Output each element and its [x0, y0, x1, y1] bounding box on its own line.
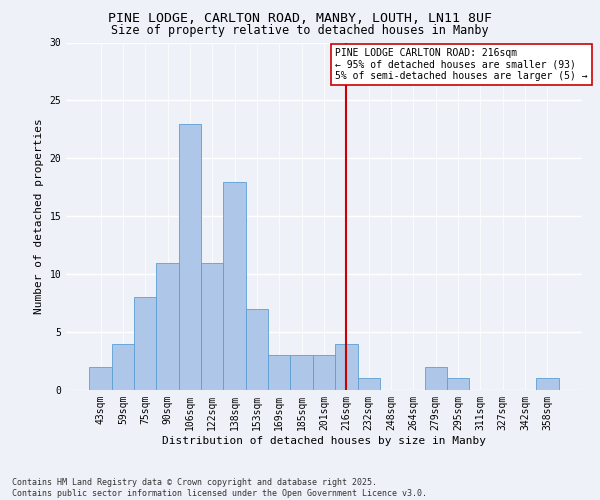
Bar [157, 262, 179, 390]
Bar [335, 344, 358, 390]
Bar [536, 378, 559, 390]
Bar [447, 378, 469, 390]
Text: PINE LODGE, CARLTON ROAD, MANBY, LOUTH, LN11 8UF: PINE LODGE, CARLTON ROAD, MANBY, LOUTH, … [108, 12, 492, 26]
Bar [358, 378, 380, 390]
Bar [223, 182, 246, 390]
Text: Size of property relative to detached houses in Manby: Size of property relative to detached ho… [111, 24, 489, 37]
Bar [112, 344, 134, 390]
Bar [290, 355, 313, 390]
Bar [201, 262, 223, 390]
Bar [134, 298, 157, 390]
Bar [425, 367, 447, 390]
Bar [313, 355, 335, 390]
Bar [246, 309, 268, 390]
Y-axis label: Number of detached properties: Number of detached properties [34, 118, 44, 314]
Text: PINE LODGE CARLTON ROAD: 216sqm
← 95% of detached houses are smaller (93)
5% of : PINE LODGE CARLTON ROAD: 216sqm ← 95% of… [335, 48, 588, 82]
Bar [179, 124, 201, 390]
Bar [268, 355, 290, 390]
Bar [89, 367, 112, 390]
Text: Contains HM Land Registry data © Crown copyright and database right 2025.
Contai: Contains HM Land Registry data © Crown c… [12, 478, 427, 498]
X-axis label: Distribution of detached houses by size in Manby: Distribution of detached houses by size … [162, 436, 486, 446]
